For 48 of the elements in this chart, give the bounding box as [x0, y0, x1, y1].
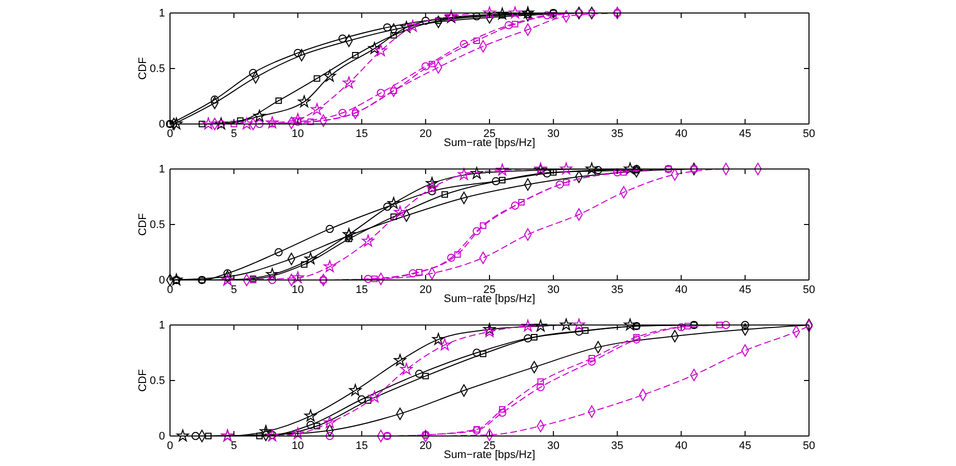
x-tick-label: 25: [483, 440, 496, 452]
x-axis-title: Sum−rate [bps/Hz]: [444, 449, 536, 461]
y-tick-label: 0: [158, 118, 165, 131]
x-tick-label: 35: [611, 440, 624, 452]
x-tick-label: 40: [675, 440, 688, 452]
x-axis-title: Sum−rate [bps/Hz]: [444, 293, 536, 305]
x-tick-label: 45: [738, 128, 752, 140]
x-axis-title: Sum−rate [bps/Hz]: [444, 137, 536, 149]
x-tick-label: 35: [611, 128, 624, 140]
x-tick-label: 35: [611, 284, 624, 296]
x-tick-label: 20: [419, 440, 432, 452]
x-tick-label: 5: [230, 128, 237, 140]
x-tick-label: 20: [419, 128, 432, 140]
y-tick-label: 0.5: [150, 63, 165, 76]
x-tick-label: 5: [230, 440, 237, 452]
y-tick-label: 1: [158, 164, 165, 176]
x-tick-label: 30: [547, 440, 560, 452]
x-tick-label: 20: [419, 284, 432, 296]
y-tick-label: 0.5: [150, 375, 165, 388]
x-tick-label: 45: [738, 440, 752, 452]
x-tick-label: 50: [802, 284, 816, 296]
x-tick-label: 30: [547, 128, 560, 140]
x-tick-label: 10: [292, 284, 304, 296]
x-tick-label: 40: [675, 284, 688, 296]
y-axis-title: CDF: [137, 212, 149, 236]
x-tick-label: 40: [675, 128, 688, 140]
x-tick-label: 15: [356, 284, 368, 296]
x-tick-label: 0: [166, 440, 174, 452]
x-tick-label: 30: [547, 284, 560, 296]
x-tick-label: 50: [802, 128, 816, 140]
x-tick-label: 45: [738, 284, 752, 296]
x-tick-label: 5: [230, 284, 237, 296]
x-tick-label: 15: [356, 440, 368, 452]
y-tick-label: 0: [158, 274, 165, 287]
y-axis-title: CDF: [137, 56, 149, 80]
x-tick-label: 0: [166, 284, 174, 296]
x-tick-label: 15: [356, 128, 368, 140]
y-tick-label: 1: [158, 8, 165, 20]
x-tick-label: 25: [483, 284, 496, 296]
y-axis-title: CDF: [137, 368, 149, 392]
y-tick-label: 0.5: [150, 219, 165, 232]
x-tick-label: 10: [292, 440, 304, 452]
x-tick-label: 50: [802, 440, 816, 452]
x-tick-label: 25: [483, 128, 496, 140]
x-tick-label: 10: [292, 128, 304, 140]
y-tick-label: 0: [158, 430, 165, 443]
y-tick-label: 1: [158, 320, 165, 332]
x-tick-label: 0: [166, 128, 174, 140]
